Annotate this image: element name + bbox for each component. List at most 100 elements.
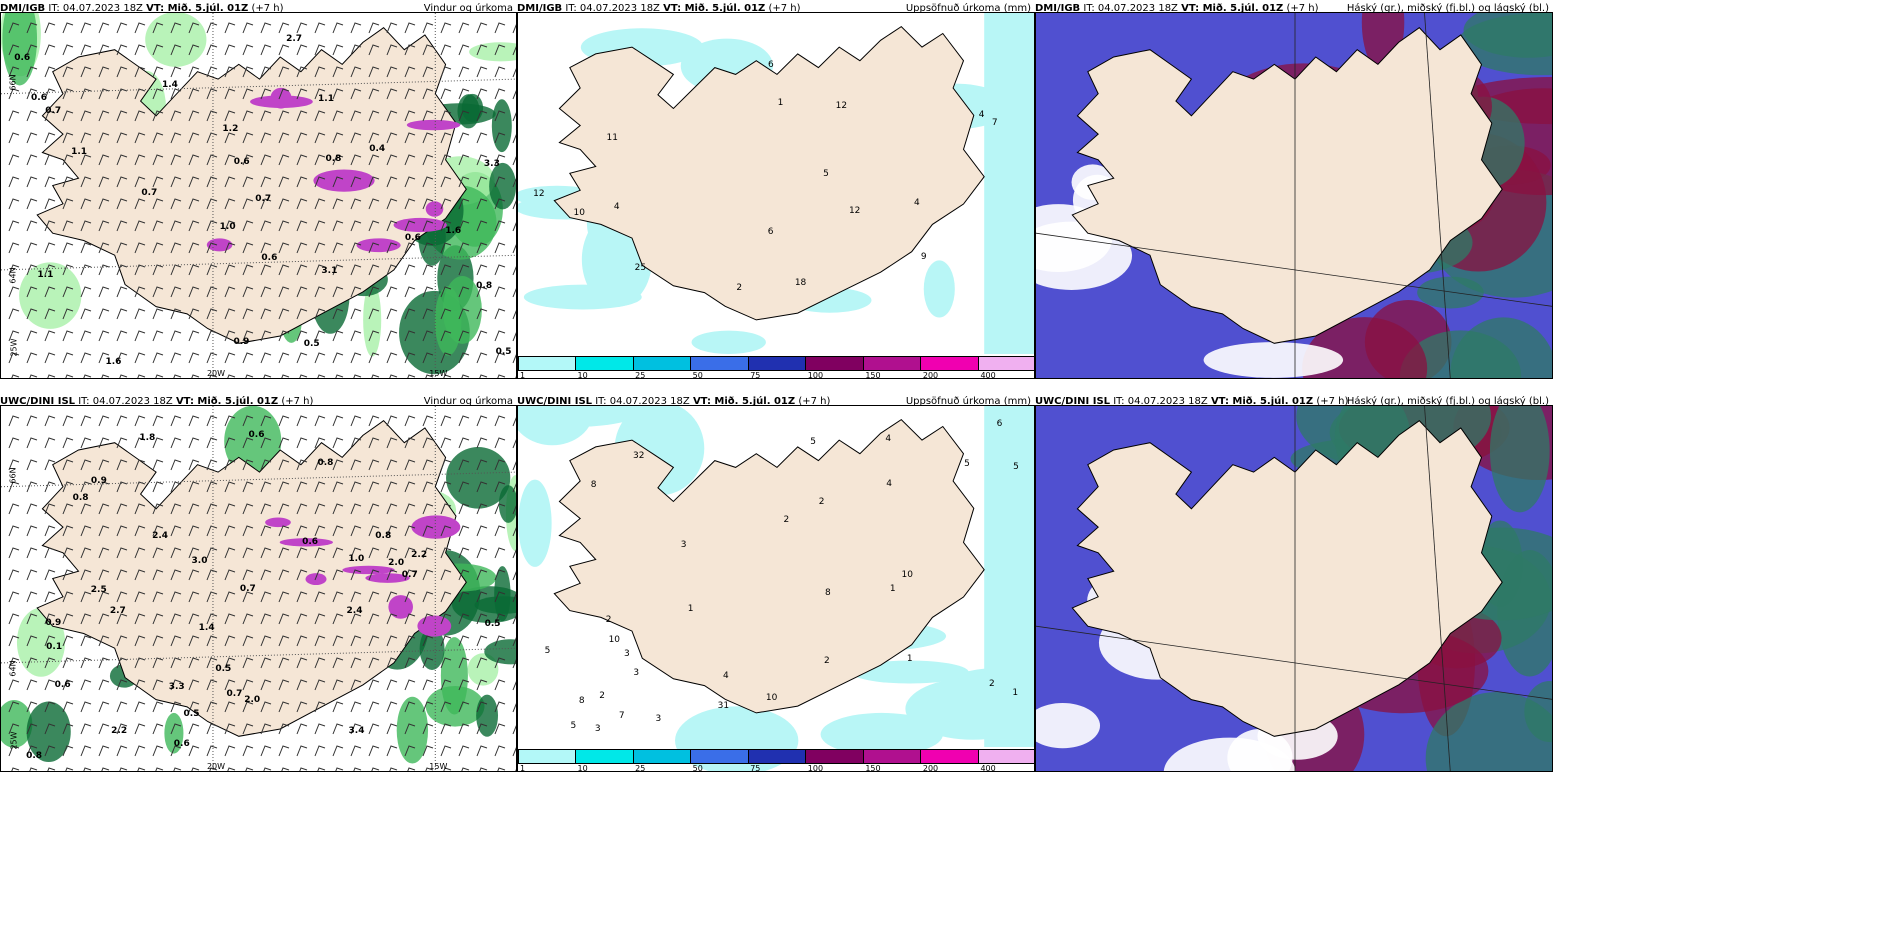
map-panel-wind: 0.9 2.4 3.4 2.0 3.3 2.2 0.7 0.8 0.6 0.6 0.8 2.7 2.5 3… (0, 405, 517, 772)
wind-barb (440, 132, 452, 144)
axis-label-lon1: 20W (206, 369, 226, 378)
model-name: DMI/IGB (517, 3, 563, 14)
wind-barb (206, 657, 218, 669)
wind-barb (242, 110, 254, 122)
wind-barb (278, 88, 290, 100)
wind-barb (224, 679, 236, 691)
value-label: 0.9 (90, 475, 107, 486)
wind-barb (188, 503, 200, 515)
wind-barb (206, 635, 218, 647)
wind-barb (188, 132, 200, 144)
wind-barb (386, 591, 398, 603)
wind-barb (458, 88, 470, 100)
colorbar-segment (691, 357, 749, 370)
wind-barb (389, 374, 398, 378)
wind-barb (242, 198, 254, 210)
wind-barb (170, 437, 182, 449)
wind-barb (170, 352, 182, 364)
wind-barb (8, 679, 20, 691)
wind-barb (422, 591, 434, 603)
wind-barb (44, 242, 56, 254)
wind-barb (224, 745, 236, 757)
wind-barb (242, 613, 254, 625)
value-label: 1 (889, 583, 896, 594)
graticule-line (1, 78, 516, 95)
wind-barb (260, 110, 272, 122)
axis-label-lat1: 66N (8, 74, 18, 91)
wind-barb (260, 286, 272, 298)
wind-barb (170, 330, 182, 342)
wind-barb (422, 547, 434, 559)
wind-barb (80, 745, 92, 757)
iceland-land (553, 25, 985, 321)
wind-barb (350, 352, 362, 364)
wind-barb (44, 22, 56, 34)
wind-barb (44, 110, 56, 122)
wind-barb (422, 264, 434, 276)
wind-barb (278, 132, 290, 144)
wind-barb (386, 132, 398, 144)
heavy-precip-area (417, 615, 452, 637)
wind-barb (296, 635, 308, 647)
wind-barb (278, 613, 290, 625)
wind-barb (422, 503, 434, 515)
wind-barb (422, 657, 434, 669)
wind-barb (350, 286, 362, 298)
value-label: 0.7 (45, 106, 62, 117)
wind-barb (80, 44, 92, 56)
wind-barb (368, 657, 380, 669)
wind-barb (116, 22, 128, 34)
wind-barb (62, 242, 74, 254)
wind-barb (422, 286, 434, 298)
wind-barb (440, 635, 452, 647)
wind-barb (368, 308, 380, 320)
wind-barb (26, 503, 38, 515)
wind-barb (206, 415, 218, 427)
wind-barb (224, 264, 236, 276)
wind-barb (458, 481, 470, 493)
wind-barb (188, 701, 200, 713)
wind-barb (62, 569, 74, 581)
precip-area (434, 286, 462, 356)
wind-barb (422, 525, 434, 537)
value-label: 1 (687, 603, 694, 614)
wind-barb (458, 110, 470, 122)
wind-barb (314, 547, 326, 559)
wind-barb (80, 547, 92, 559)
wind-barb (278, 110, 290, 122)
wind-barb (404, 22, 416, 34)
wind-barb (314, 176, 326, 188)
wind-barb (494, 679, 506, 691)
colorbar-tick-label: 50 (692, 764, 703, 772)
wind-barb (98, 66, 110, 78)
wind-barb (512, 637, 516, 647)
wind-barb (206, 723, 218, 735)
wind-barb (224, 723, 236, 735)
wind-barb (134, 88, 146, 100)
iceland-land (553, 418, 985, 714)
wind-barb (494, 308, 506, 320)
wind-barb (512, 46, 516, 56)
wind-barb (134, 286, 146, 298)
wind-barb (134, 613, 146, 625)
wind-barb (440, 66, 452, 78)
valid-time: VT: Mið. 5.júl. 01Z (663, 3, 766, 14)
wind-barb (209, 767, 218, 771)
wind-barb (206, 66, 218, 78)
wind-barb (260, 525, 272, 537)
wind-barb (173, 374, 182, 378)
value-label: 1.1 (37, 270, 54, 281)
wind-barb (206, 352, 218, 364)
wind-barb (332, 635, 344, 647)
wind-barb (242, 286, 254, 298)
wind-barb (224, 569, 236, 581)
wind-barb (494, 437, 506, 449)
wind-barb (62, 66, 74, 78)
axis-label-lat1: 66N (8, 467, 18, 484)
wind-barb (314, 154, 326, 166)
wind-barb (494, 525, 506, 537)
wind-barb (512, 747, 516, 757)
wind-barb (8, 88, 20, 100)
wind-barb (65, 767, 74, 771)
wind-barb (224, 481, 236, 493)
